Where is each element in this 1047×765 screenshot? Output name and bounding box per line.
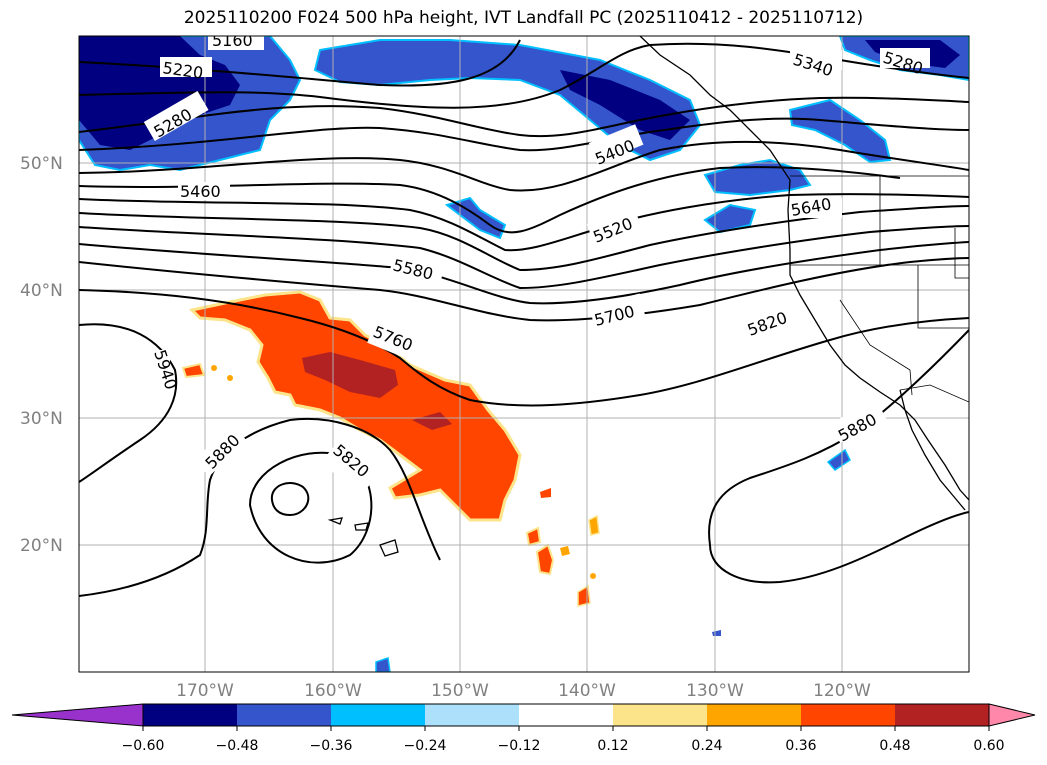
lon-label: 170°W — [176, 681, 234, 701]
positive-ivt-shading — [150, 290, 600, 607]
colorbar-tick-label: 0.36 — [785, 738, 816, 754]
lon-label: 140°W — [558, 681, 616, 701]
lon-label: 120°W — [813, 681, 871, 701]
colorbar-tick-label: 0.24 — [691, 738, 722, 754]
colorbar-box — [425, 704, 520, 726]
lat-label: 50°N — [20, 154, 63, 174]
colorbar-tick-label: 0.60 — [973, 738, 1004, 754]
lat-label: 30°N — [20, 409, 63, 429]
colorbar-box — [895, 704, 990, 726]
colorbar-tick-label: −0.36 — [310, 738, 353, 754]
lat-label: 40°N — [20, 281, 63, 301]
colorbar-tick-label: −0.60 — [122, 738, 165, 754]
longitude-labels: 170°W 160°W 150°W 140°W 130°W 120°W — [176, 681, 871, 701]
contour-label: 5160 — [212, 31, 253, 50]
lon-label: 130°W — [686, 681, 744, 701]
map-title: 2025110200 F024 500 hPa height, IVT Land… — [183, 8, 864, 28]
latitude-labels: 50°N 40°N 30°N 20°N — [20, 154, 63, 556]
contour-labels: 5160 5220 5280 5340 5280 5400 5460 5520 … — [143, 31, 930, 496]
colorbar-extend-low — [11, 703, 144, 727]
colorbar-tick-label: 0.48 — [879, 738, 910, 754]
colorbar-tick-label: 0.12 — [597, 738, 628, 754]
colorbar-frame — [142, 703, 990, 727]
lon-label: 160°W — [304, 681, 362, 701]
colorbar-extend-high — [988, 703, 1036, 727]
colorbar-tick-label: −0.48 — [216, 738, 259, 754]
lat-label: 20°N — [20, 536, 63, 556]
colorbar-box — [613, 704, 708, 726]
colorbar-box — [519, 704, 614, 726]
contour-label: 5460 — [180, 182, 221, 201]
colorbar-tick-label: −0.24 — [404, 738, 447, 754]
negative-ivt-shading — [79, 36, 969, 672]
colorbar-tick-label: −0.12 — [498, 738, 541, 754]
lon-label: 150°W — [431, 681, 489, 701]
colorbar-box — [237, 704, 332, 726]
map-frame — [78, 35, 970, 673]
colorbar-box — [143, 704, 238, 726]
colorbar-box — [801, 704, 896, 726]
colorbar: −0.60 −0.48 −0.36 −0.24 −0.12 0.12 0.24 0.36 0.4… — [11, 703, 1036, 754]
colorbar-box — [331, 704, 426, 726]
map-area: 5160 5220 5280 5340 5280 5400 5460 5520 … — [79, 31, 969, 672]
colorbar-box — [707, 704, 802, 726]
